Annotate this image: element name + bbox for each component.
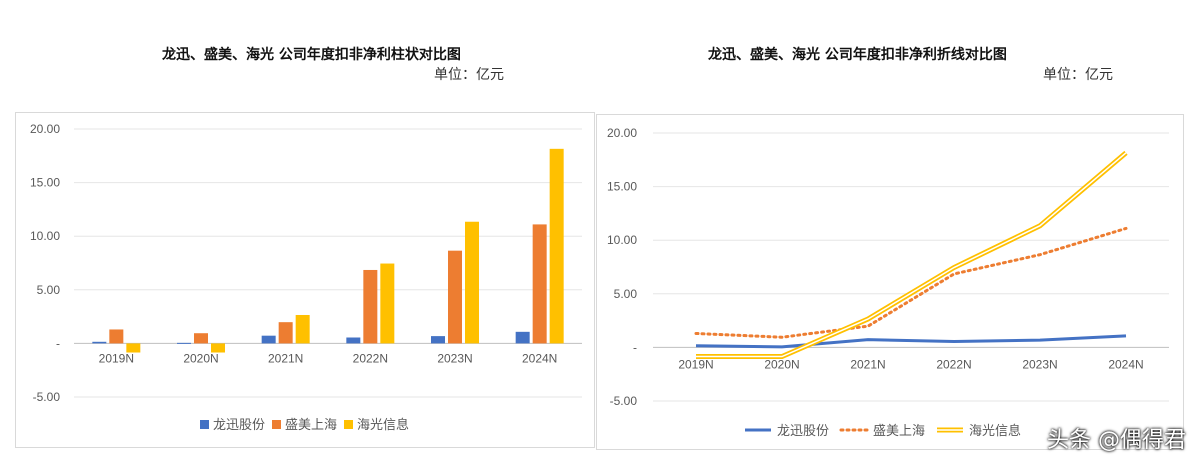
x-tick-label: 2022N <box>353 351 388 365</box>
bar <box>295 314 310 344</box>
legend-label: 盛美上海 <box>873 423 925 438</box>
bar <box>92 341 107 344</box>
left-chart-unit: 单位：亿元 <box>434 67 504 83</box>
bar <box>126 343 141 353</box>
legend-swatch <box>272 420 281 429</box>
y-tick-label: -5.00 <box>33 390 61 404</box>
bar <box>346 337 361 344</box>
y-tick-label: 5.00 <box>614 287 638 301</box>
x-tick-label: 2022N <box>936 357 971 371</box>
watermark-text: 头条 @偶得君 <box>1047 428 1186 453</box>
bar <box>549 148 564 344</box>
bar <box>109 329 124 344</box>
x-tick-label: 2020N <box>764 357 799 371</box>
bar <box>532 224 547 344</box>
y-tick-label: 15.00 <box>607 180 637 194</box>
y-tick-label: -5.00 <box>610 394 638 408</box>
series-line <box>694 226 1128 339</box>
bar <box>465 221 479 344</box>
y-tick-label: 20.00 <box>30 122 60 136</box>
bar-chart: 20.00 15.00 10.00 5.00 - -5.00 2019N 2020N 2021N… <box>30 122 582 432</box>
x-tick-label: 2021N <box>268 351 303 365</box>
line-chart: 20.00 15.00 10.00 5.00 - -5.00 2019N 2020N 2021N… <box>607 126 1169 438</box>
x-tick-label: 2023N <box>1022 357 1057 371</box>
line-chart-panel: 20.00 15.00 10.00 5.00 - -5.00 2019N 2020N 2021N… <box>596 114 1184 450</box>
y-tick-label: - <box>56 336 60 350</box>
bar <box>380 263 395 344</box>
left-chart-title: 龙迅、盛美、海光 公司年度扣非净利柱状对比图 <box>162 47 461 63</box>
bar <box>261 335 276 344</box>
x-tick-label: 2024N <box>1108 357 1143 371</box>
right-chart-unit: 单位：亿元 <box>1043 67 1113 83</box>
y-tick-label: 20.00 <box>607 126 637 140</box>
series-line <box>695 334 1127 349</box>
bar <box>431 336 445 344</box>
legend-label: 海光信息 <box>969 423 1021 438</box>
x-tick-label: 2020N <box>183 351 218 365</box>
legend-label: 海光信息 <box>357 417 409 432</box>
legend-swatch <box>344 420 353 429</box>
series-line-inner <box>696 152 1127 358</box>
bar <box>363 269 378 344</box>
legend-label: 龙迅股份 <box>777 423 829 438</box>
y-tick-label: - <box>633 340 637 354</box>
bar-chart-panel: 20.00 15.00 10.00 5.00 - -5.00 2019N 2020N 2021N… <box>15 112 595 448</box>
legend-swatch <box>200 420 209 429</box>
bar <box>448 250 462 344</box>
bar <box>194 333 208 344</box>
bar <box>211 343 225 353</box>
y-tick-label: 10.00 <box>30 229 60 243</box>
x-tick-label: 2019N <box>678 357 713 371</box>
bar <box>177 342 191 344</box>
x-tick-label: 2019N <box>99 351 134 365</box>
bar <box>515 331 530 344</box>
right-chart-title: 龙迅、盛美、海光 公司年度扣非净利折线对比图 <box>708 47 1007 63</box>
legend-label: 盛美上海 <box>285 417 337 432</box>
bar <box>278 322 293 344</box>
x-tick-label: 2024N <box>522 351 557 365</box>
x-tick-label: 2023N <box>437 351 472 365</box>
x-tick-label: 2021N <box>850 357 885 371</box>
y-tick-label: 15.00 <box>30 176 60 190</box>
y-tick-label: 5.00 <box>37 283 61 297</box>
series-line <box>696 150 1128 360</box>
legend-label: 龙迅股份 <box>213 417 265 432</box>
y-tick-label: 10.00 <box>607 233 637 247</box>
